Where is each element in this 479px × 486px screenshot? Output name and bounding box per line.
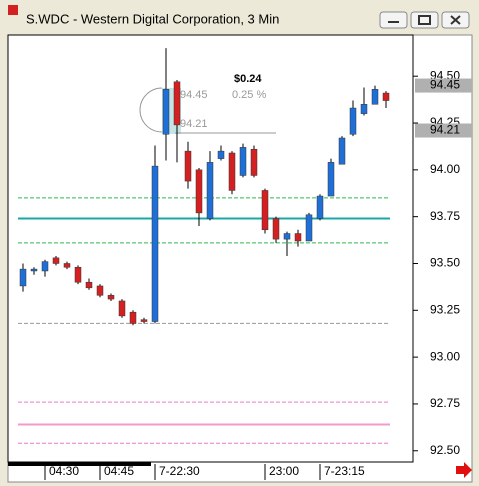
candle-body [206, 162, 214, 219]
annotation: $0.24 [234, 73, 262, 85]
y-tick-label: 92.75 [430, 396, 460, 410]
candle-body [228, 152, 236, 191]
candle-body [250, 148, 258, 176]
candle-body [162, 89, 170, 135]
annotation: 94.45 [180, 89, 208, 101]
candle-body [283, 233, 291, 240]
candle-body [41, 261, 49, 272]
measure-arc [139, 87, 163, 133]
plot-area [7, 34, 414, 463]
candle-body [107, 295, 115, 300]
candle-body [349, 107, 357, 135]
y-tick-label: 93.50 [430, 256, 460, 270]
candle-body [96, 285, 104, 296]
candle-body [52, 257, 60, 264]
candle-body [195, 169, 203, 214]
maximize-button[interactable] [410, 11, 439, 29]
candle-body [140, 319, 148, 322]
candle-body [85, 281, 93, 289]
window-title: S.WDC - Western Digital Corporation, 3 M… [26, 11, 279, 26]
x-tick-label: 7-23:15 [324, 464, 365, 478]
candle-body [294, 233, 302, 242]
candle-body [184, 150, 192, 182]
window-buttons[interactable] [379, 11, 470, 29]
candle-body [173, 81, 181, 126]
candle-body [338, 137, 346, 165]
candle-body [261, 190, 269, 231]
x-tick-label: 23:00 [269, 464, 299, 478]
candle-body [316, 195, 324, 219]
annotation: 94.21 [180, 118, 208, 130]
candle-body [30, 268, 38, 272]
candle-body [239, 147, 247, 176]
candle-body [305, 214, 313, 242]
candle-body [19, 268, 27, 287]
y-tick-label: 93.00 [430, 349, 460, 363]
x-tick-label: 04:30 [49, 464, 79, 478]
scroll-bar [8, 462, 151, 466]
candle-body [217, 150, 225, 159]
minimize-button[interactable] [379, 11, 408, 29]
price-label: 94.45 [430, 78, 460, 92]
candle-body [382, 92, 390, 101]
candle-body [151, 165, 159, 322]
candle-body [327, 162, 335, 197]
x-tick-label: 04:45 [104, 464, 134, 478]
candle-body [63, 263, 71, 268]
price-label-box [415, 123, 472, 138]
window-icon [8, 5, 18, 15]
candle-body [272, 218, 280, 240]
candle-body [74, 266, 82, 283]
y-tick-label: 93.75 [430, 209, 460, 223]
x-tick-label: 7-22:30 [159, 464, 200, 478]
price-label: 94.21 [430, 123, 460, 137]
candle-body [360, 104, 368, 114]
candle-body [129, 311, 137, 324]
y-tick-label: 93.25 [430, 302, 460, 316]
candle-body [118, 300, 126, 317]
y-tick-label: 92.50 [430, 443, 460, 457]
price-label-box [415, 78, 472, 93]
annotation: 0.25 % [232, 89, 266, 101]
candle-body [371, 89, 379, 105]
scroll-arrow[interactable] [456, 462, 472, 478]
y-tick-label: 94.00 [430, 162, 460, 176]
